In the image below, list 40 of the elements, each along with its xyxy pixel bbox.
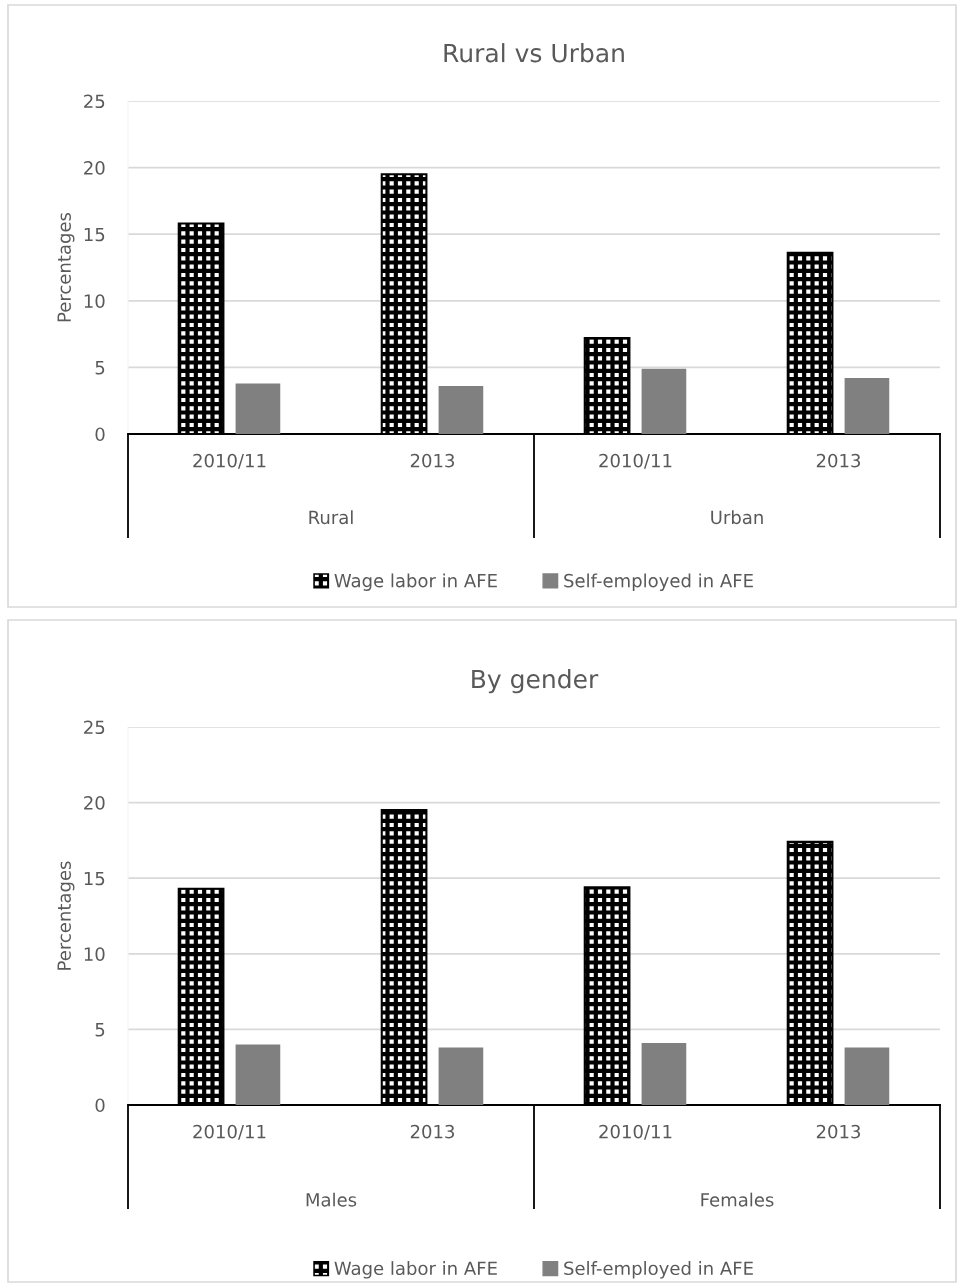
chart-title: Rural vs Urban (444, 43, 624, 63)
bar (438, 1047, 484, 1105)
y-axis-title: Percentages (57, 212, 75, 322)
y-tick-label: 15 (84, 871, 105, 886)
bar (235, 383, 281, 434)
bar (235, 1044, 281, 1105)
y-tick-label: 10 (84, 294, 105, 308)
y-tick-label: 20 (84, 796, 105, 810)
bar (438, 386, 484, 434)
text: Rural (309, 510, 353, 525)
x-tick-label: 2013 (816, 1124, 861, 1139)
legend-label: Wage labor in AFE (334, 573, 497, 591)
legend-label: Wage labor in AFE (334, 1261, 497, 1279)
legend-label: Self-employed in AFE (564, 573, 753, 591)
y-tick-label: 5 (95, 1023, 105, 1037)
text: Males (306, 1192, 357, 1207)
y-tick-label: 10 (84, 947, 105, 961)
x-tick-label: 2013 (410, 453, 455, 468)
text: Urban (711, 510, 763, 525)
x-tick-label: 2010/11 (599, 1124, 672, 1140)
y-tick-label: 15 (84, 227, 105, 242)
chart-title: By gender (472, 669, 599, 694)
y-axis-title: Percentages (57, 861, 75, 970)
x-tick-label: 2013 (410, 1124, 455, 1139)
legend-label: Self-employed in AFE (564, 1261, 753, 1279)
bar (844, 378, 890, 434)
y-tick-label: 20 (84, 161, 105, 175)
text: Females (701, 1192, 774, 1207)
x-tick-label: 2010/11 (193, 453, 266, 469)
x-tick-label: 2013 (816, 453, 861, 468)
y-tick-label: 0 (95, 1098, 105, 1113)
x-tick-label: 2010/11 (599, 453, 672, 469)
y-tick-label: 25 (84, 94, 105, 109)
y-tick-label: 0 (95, 427, 105, 442)
bar (641, 1043, 687, 1105)
x-tick-label: 2010/11 (193, 1124, 266, 1140)
y-tick-label: 25 (84, 720, 105, 735)
bar (844, 1047, 890, 1105)
y-tick-label: 5 (95, 361, 105, 375)
bar (641, 368, 687, 434)
